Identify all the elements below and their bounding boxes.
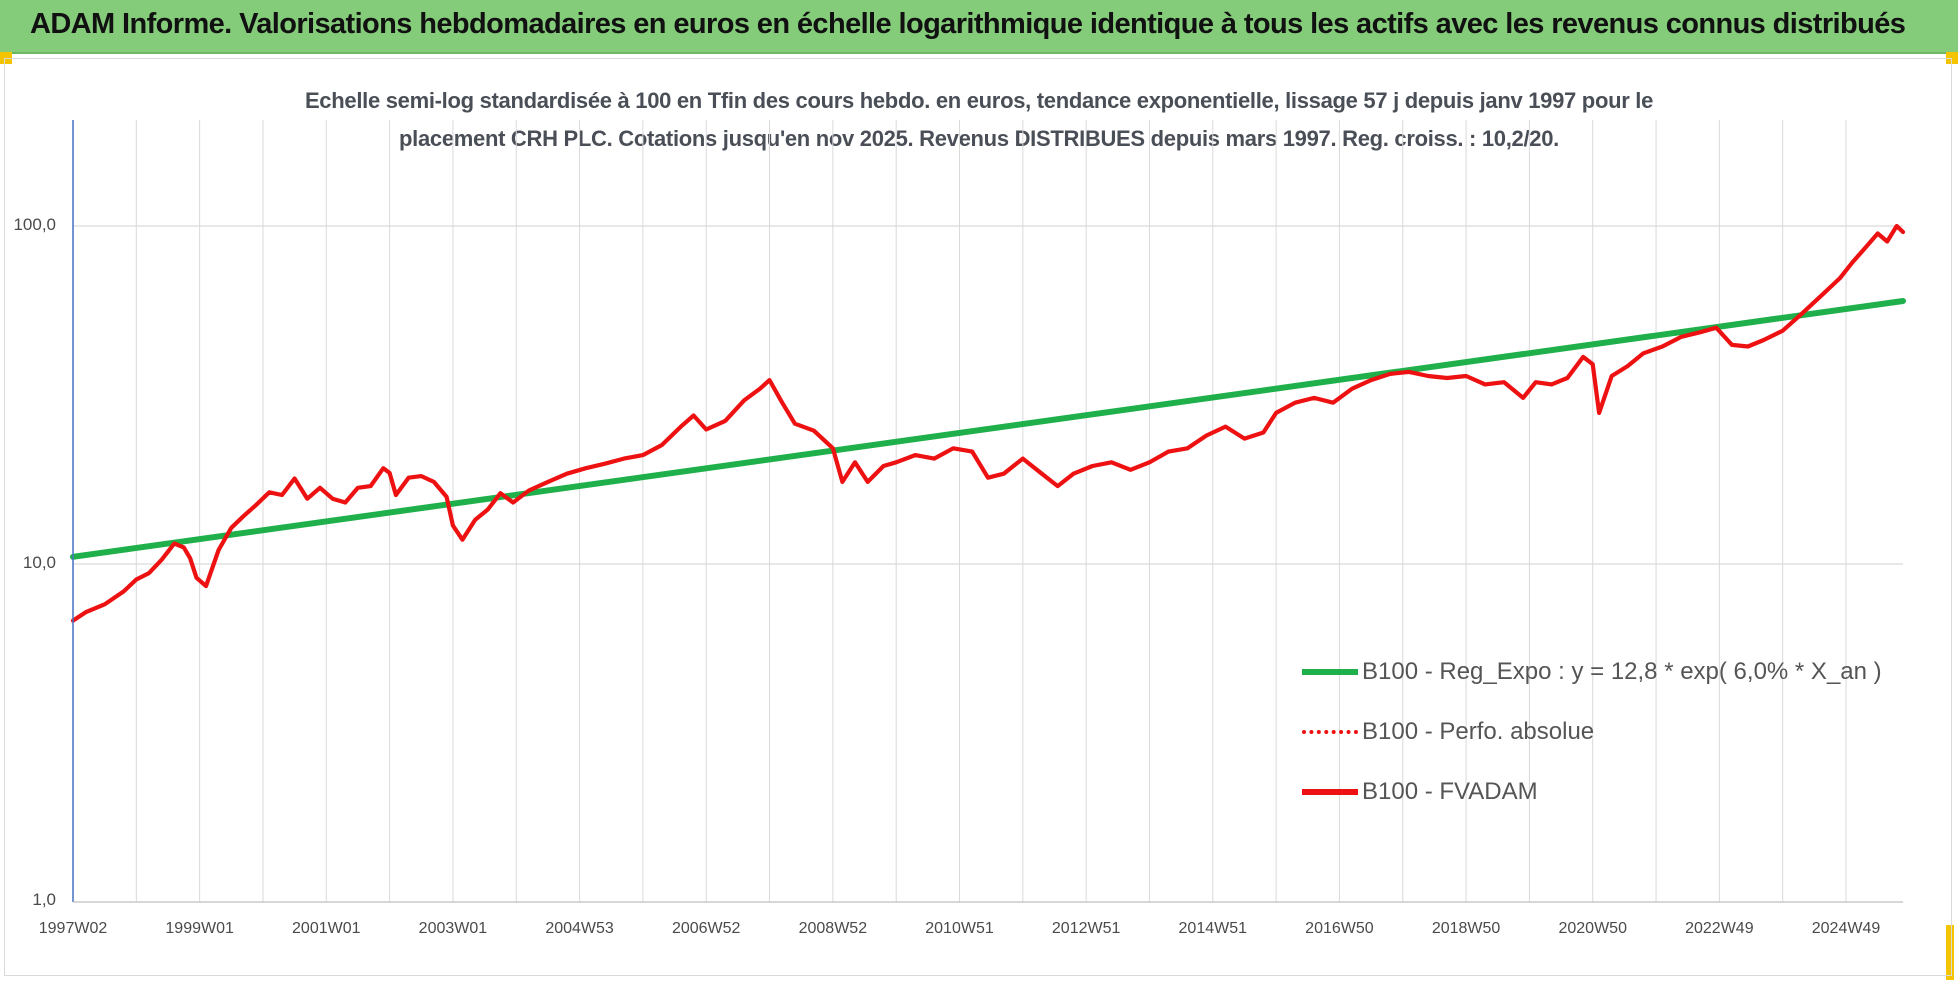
y-tick-label: 100,0 (13, 215, 56, 234)
y-tick-label: 1,0 (32, 890, 56, 909)
grid-lines (73, 120, 1903, 902)
x-tick-label: 1999W01 (165, 920, 234, 937)
legend-label: B100 - Reg_Expo : y = 12,8 * exp( 6,0% *… (1362, 658, 1882, 685)
x-tick-label: 2022W49 (1685, 920, 1754, 937)
x-tick-label: 2001W01 (292, 920, 361, 937)
y-tick-label: 10,0 (22, 553, 56, 572)
legend-swatch-solid-green (1302, 669, 1358, 675)
series-line-fvadam (70, 223, 1906, 623)
x-tick-label: 2020W50 (1558, 920, 1627, 937)
banner: ADAM Informe. Valorisations hebdomadaire… (0, 0, 1958, 54)
chart-frame (4, 58, 1952, 976)
x-tick-label: 2006W52 (671, 920, 741, 937)
x-tick-label: 2024W49 (1811, 920, 1881, 937)
legend-label: B100 - FVADAM (1362, 778, 1538, 805)
legend-swatch-solid-red (1302, 789, 1358, 795)
banner-title: ADAM Informe. Valorisations hebdomadaire… (30, 8, 1906, 40)
x-tick-label: 2018W50 (1431, 920, 1501, 937)
x-tick-label: 2010W51 (925, 920, 994, 937)
series-line-regression (70, 298, 1906, 560)
x-tick-label: 2014W51 (1178, 920, 1248, 937)
chart-title-line-1: Echelle semi-log standardisée à 100 en T… (304, 88, 1654, 113)
corner-marker-top-right (1946, 52, 1958, 64)
x-tick-label: 2004W53 (545, 920, 614, 937)
x-tick-label: 2016W50 (1305, 920, 1374, 937)
axes (72, 120, 1903, 903)
chart-title-line-2: placement CRH PLC. Cotations jusqu'en no… (399, 126, 1559, 151)
legend-swatch-dotted-red (1302, 730, 1358, 734)
x-tick-label: 1997W02 (38, 920, 108, 937)
series-lines (70, 223, 1906, 623)
x-tick-label: 2008W52 (798, 920, 868, 937)
x-tick-label: 2003W01 (418, 920, 488, 937)
x-tick-label: 2012W51 (1051, 920, 1121, 937)
legend-label: B100 - Perfo. absolue (1362, 718, 1595, 745)
corner-marker-bottom-right (1946, 925, 1954, 980)
